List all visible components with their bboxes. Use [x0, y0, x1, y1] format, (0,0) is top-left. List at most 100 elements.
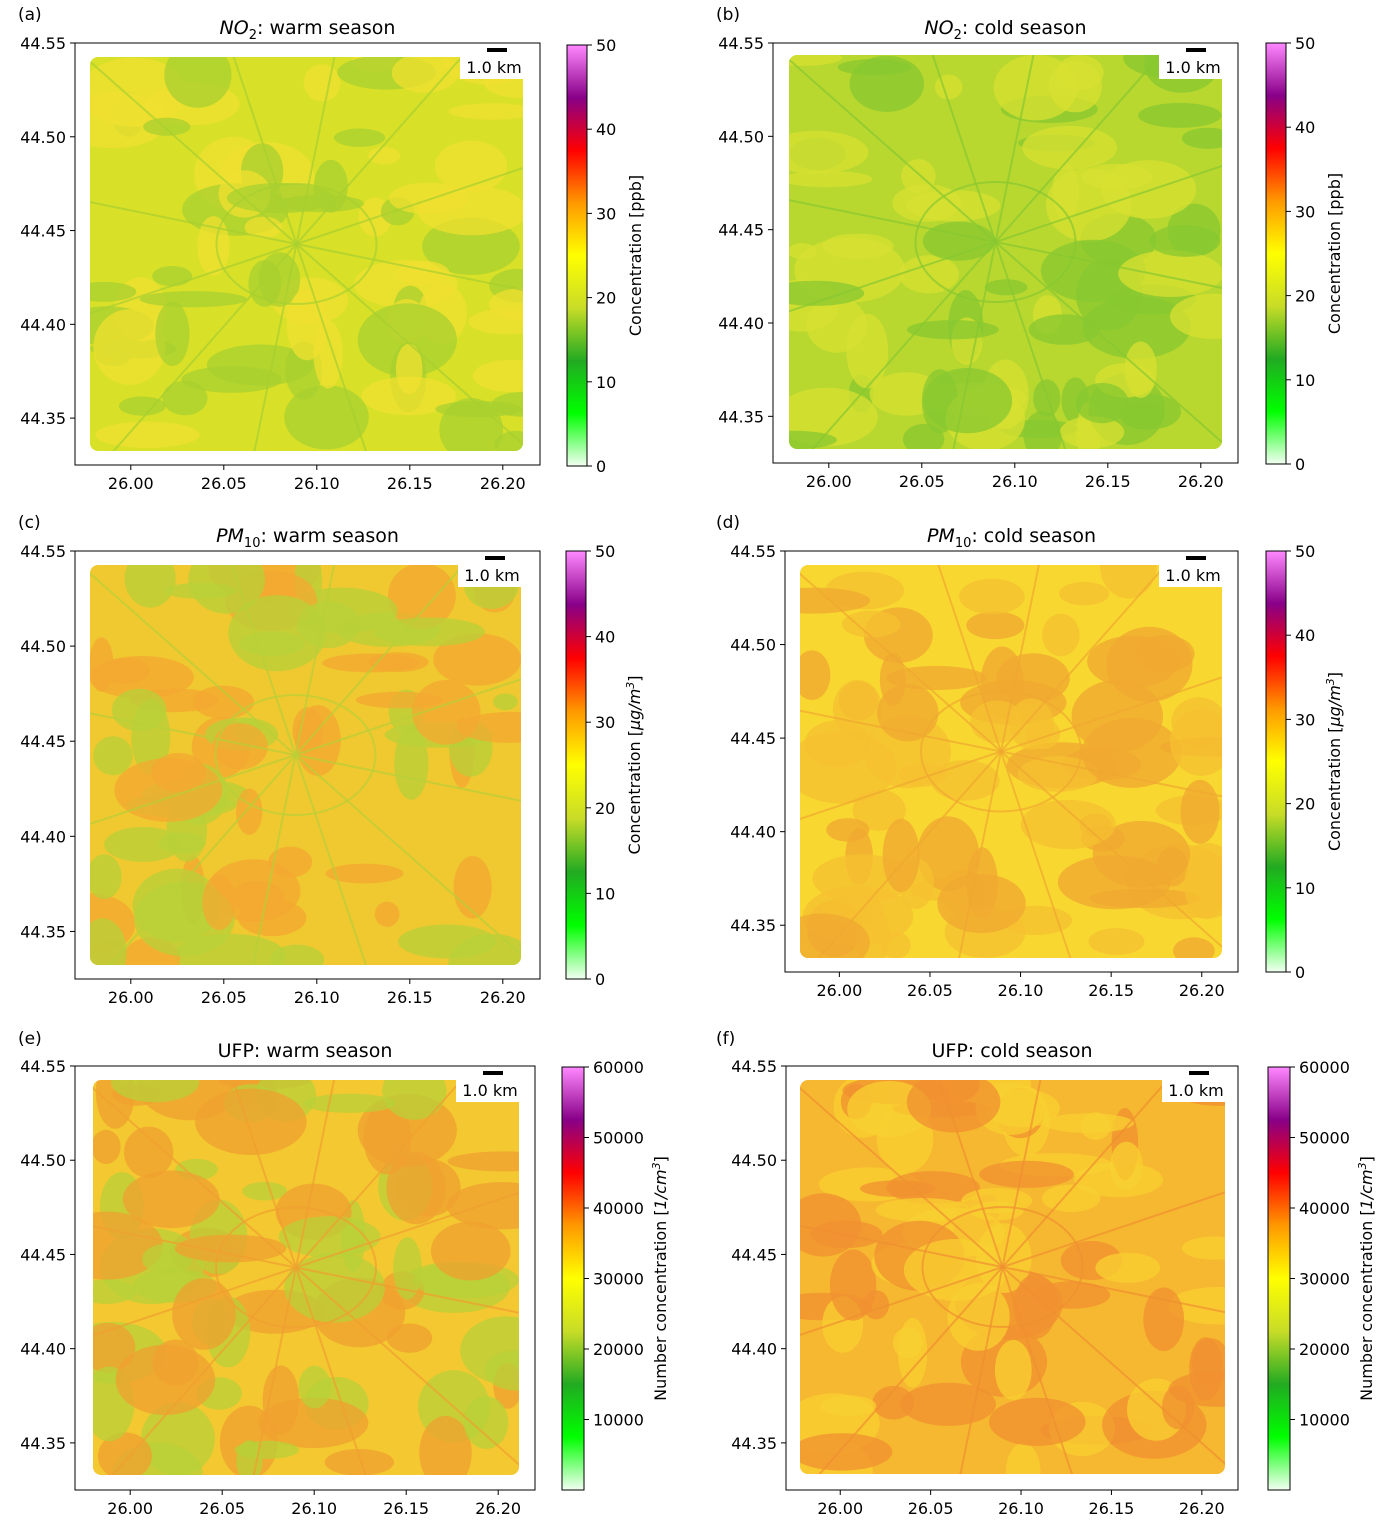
scalebar [487, 48, 507, 52]
colorbar [566, 44, 588, 467]
map-patch [484, 1350, 519, 1391]
panel-d: 26.00 26.05 26.10 26.15 26.20 44.35 44.40 44.45… [716, 513, 1344, 1000]
axes-frame [74, 1065, 536, 1491]
ring-road [215, 1206, 377, 1329]
road-line [994, 55, 1209, 243]
map-patch [238, 899, 307, 937]
map-patch [90, 281, 137, 302]
colorbar [1265, 550, 1287, 973]
y-tick-label: 44.45 [20, 732, 66, 751]
scalebar [1186, 48, 1206, 52]
colorbar-tick-label: 10 [1295, 879, 1315, 898]
map-patch [923, 368, 1013, 434]
map-patch [789, 280, 865, 306]
road-line [295, 1164, 519, 1269]
map-patch [93, 1129, 121, 1165]
concentration-map [800, 1080, 1225, 1474]
map-patch [906, 1080, 1001, 1133]
map-patch [164, 57, 232, 108]
road-line [231, 243, 298, 451]
road-line [1001, 1266, 1106, 1474]
map-patch [357, 303, 457, 377]
map-patch [1182, 1236, 1225, 1260]
x-tick-label: 26.20 [480, 474, 526, 493]
map-patch [197, 216, 230, 276]
road-line [800, 750, 1002, 855]
colorbar-tick-label: 20 [595, 799, 615, 818]
road-line [295, 57, 510, 245]
x-tick-label: 26.15 [1085, 472, 1131, 491]
map-patch [789, 243, 817, 260]
x-tick-label: 26.10 [291, 1499, 337, 1518]
y-tick-label: 44.55 [718, 34, 764, 53]
ring-road [214, 694, 377, 816]
map-patch [95, 421, 200, 448]
map-patch [93, 736, 133, 776]
map-patch [966, 611, 1025, 640]
road-line [295, 1266, 519, 1333]
road-line [1000, 751, 1104, 958]
panel-title: NO2: cold season [924, 17, 1086, 43]
map-patch [448, 103, 523, 120]
map-patch [800, 1193, 862, 1257]
road-line [295, 57, 362, 245]
colorbar-label: Number concentration [1/cm3] [650, 1156, 670, 1401]
panel-c: 26.00 26.05 26.10 26.15 26.20 44.35 44.40 44.45… [18, 513, 644, 1007]
road-line [936, 751, 1002, 958]
panel-label: (a) [18, 5, 42, 25]
map-patch [472, 359, 523, 392]
y-tick-label: 44.40 [20, 315, 66, 334]
axes-frame [785, 1065, 1239, 1491]
colorbar-label: Concentration [ppb] [626, 175, 645, 336]
map-patch [1095, 1252, 1161, 1283]
road-line [789, 177, 996, 243]
y-tick-label: 44.55 [731, 1057, 777, 1076]
map-patch [368, 652, 429, 672]
map-patch [373, 617, 485, 647]
map-patch [386, 1151, 446, 1225]
concentration-map [90, 57, 523, 451]
map-patch [994, 1339, 1032, 1401]
y-tick-label: 44.40 [20, 827, 66, 846]
road-line [800, 1266, 1004, 1474]
y-tick-label: 44.55 [20, 1057, 66, 1076]
x-tick-label: 26.05 [201, 474, 247, 493]
road-line [192, 565, 297, 756]
map-patch [979, 1160, 1074, 1188]
map-patch [234, 1440, 299, 1459]
map-patch [820, 1395, 877, 1417]
colorbar-tick-label: 60000 [593, 1058, 644, 1077]
x-tick-label: 26.00 [108, 988, 154, 1007]
map-patch [1118, 250, 1222, 297]
road-line [90, 565, 297, 756]
x-tick-label: 26.05 [908, 1499, 954, 1518]
road-line [295, 1266, 519, 1475]
x-tick-label: 26.15 [383, 1499, 429, 1518]
colorbar-tick-label: 30 [1295, 202, 1315, 221]
road-line [231, 1267, 297, 1475]
map-patch [984, 279, 1028, 296]
road-line [1002, 1164, 1225, 1268]
map-patch [118, 396, 166, 416]
x-tick-label: 26.15 [1089, 1499, 1135, 1518]
road-line [90, 690, 296, 756]
x-tick-label: 26.15 [387, 988, 433, 1007]
map-patch [959, 578, 1025, 615]
map-patch [159, 832, 206, 854]
y-tick-label: 44.40 [731, 1340, 777, 1359]
scalebar-box [458, 561, 526, 587]
road-line [994, 241, 1099, 449]
panel-label: (e) [18, 1029, 42, 1049]
x-tick-label: 26.10 [992, 472, 1038, 491]
x-tick-label: 26.20 [475, 1499, 521, 1518]
map-patch [1059, 416, 1125, 449]
map-patch [334, 128, 386, 147]
map-patch [822, 233, 894, 259]
map-patch [111, 1080, 200, 1103]
map-patch [1180, 779, 1220, 844]
scalebar [1189, 1071, 1209, 1075]
map-patch [1184, 850, 1222, 919]
map-patch [114, 758, 223, 822]
map-patch [852, 789, 906, 831]
